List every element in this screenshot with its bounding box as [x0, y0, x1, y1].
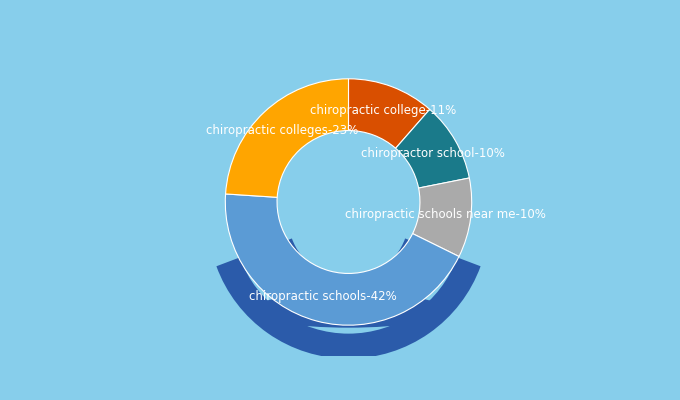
Wedge shape	[226, 79, 349, 197]
Text: chiropractic college-11%: chiropractic college-11%	[309, 104, 456, 118]
Wedge shape	[396, 109, 469, 188]
Text: chiropractic schools-42%: chiropractic schools-42%	[250, 290, 397, 302]
Text: chiropractic schools near me-10%: chiropractic schools near me-10%	[345, 208, 545, 221]
Text: chiropractic colleges-23%: chiropractic colleges-23%	[206, 124, 358, 138]
Ellipse shape	[249, 293, 448, 328]
Wedge shape	[348, 79, 430, 148]
Wedge shape	[225, 194, 459, 325]
Wedge shape	[413, 178, 472, 256]
Text: chiropractor school-10%: chiropractor school-10%	[361, 147, 505, 160]
